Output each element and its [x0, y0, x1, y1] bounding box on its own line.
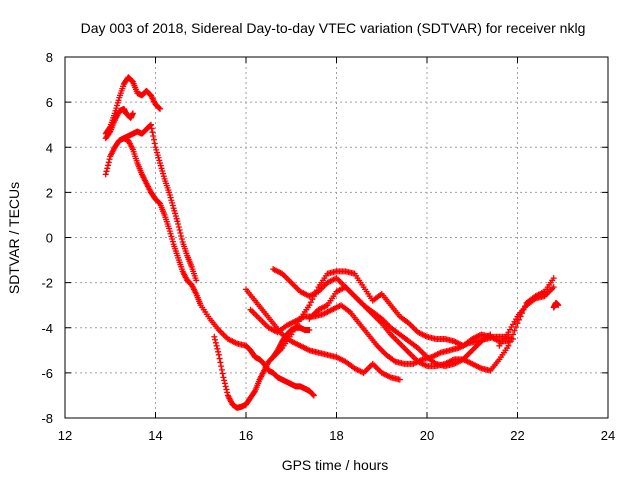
- data-point: [151, 140, 158, 147]
- data-point: [216, 355, 223, 362]
- data-point: [177, 229, 184, 236]
- data-point: [178, 232, 185, 239]
- data-point: [105, 159, 112, 166]
- series-arc-2: [102, 105, 136, 142]
- x-tick-label: 12: [58, 428, 72, 443]
- data-point: [310, 391, 317, 398]
- data-point: [312, 290, 319, 297]
- data-point: [212, 339, 219, 346]
- data-point: [147, 121, 154, 128]
- data-point: [157, 105, 164, 112]
- y-tick-label: 6: [46, 95, 53, 110]
- x-tick-label: 22: [510, 428, 524, 443]
- data-point: [219, 370, 226, 377]
- data-point: [212, 336, 219, 343]
- data-point: [220, 374, 227, 381]
- data-point: [251, 389, 258, 396]
- x-tick-label: 16: [239, 428, 253, 443]
- data-point: [156, 105, 163, 112]
- y-tick-label: 0: [46, 231, 53, 246]
- data-point: [306, 302, 313, 309]
- x-tick-label: 24: [601, 428, 615, 443]
- data-point: [309, 296, 316, 303]
- data-point: [550, 284, 557, 291]
- data-point: [175, 223, 182, 230]
- data-point: [149, 129, 156, 136]
- x-axis-label: GPS time / hours: [282, 457, 389, 473]
- data-point: [550, 275, 557, 282]
- data-point: [221, 380, 228, 387]
- data-point: [213, 342, 220, 349]
- data-point: [514, 320, 521, 327]
- y-tick-label: 4: [46, 140, 53, 155]
- y-tick-label: 2: [46, 185, 53, 200]
- chart-title: Day 003 of 2018, Sidereal Day-to-day VTE…: [81, 20, 586, 36]
- data-point: [215, 351, 222, 358]
- data-point: [223, 386, 230, 393]
- y-tick-label: -6: [41, 366, 53, 381]
- y-tick-label: -2: [41, 276, 53, 291]
- data-point: [129, 110, 136, 117]
- data-point: [505, 342, 512, 349]
- series-arc-12: [550, 299, 562, 311]
- data-point: [150, 132, 157, 139]
- data-point: [218, 363, 225, 370]
- data-point: [104, 165, 111, 172]
- y-tick-label: -4: [41, 321, 53, 336]
- data-point: [516, 316, 523, 323]
- data-point: [148, 125, 155, 132]
- data-point: [102, 171, 109, 178]
- data-point: [106, 129, 113, 136]
- y-tick-label: 8: [46, 50, 53, 65]
- y-axis-label: SDTVAR / TECUs: [6, 182, 22, 294]
- x-tick-label: 14: [148, 428, 162, 443]
- data-point: [222, 383, 229, 390]
- data-point: [396, 376, 403, 383]
- series-arc-10: [306, 275, 557, 374]
- data-point: [218, 366, 225, 373]
- data-point: [224, 389, 231, 396]
- data-point: [175, 220, 182, 227]
- x-tick-label: 20: [420, 428, 434, 443]
- series-arc-3: [102, 135, 317, 399]
- data-point: [211, 333, 218, 340]
- data-point: [509, 331, 516, 338]
- data-point: [310, 293, 317, 300]
- series-arc-4: [120, 121, 200, 284]
- data-point: [217, 359, 224, 366]
- data-point: [106, 156, 113, 163]
- y-tick-label: -8: [41, 411, 53, 426]
- data-point: [310, 392, 317, 399]
- data-point: [221, 377, 228, 384]
- x-tick-label: 18: [329, 428, 343, 443]
- data-point: [306, 327, 313, 334]
- data-point: [214, 345, 221, 352]
- series-arc-11: [496, 284, 557, 349]
- series-arc-9: [270, 268, 512, 361]
- data-point: [193, 277, 200, 284]
- data-point: [103, 168, 110, 175]
- data-point: [104, 162, 111, 169]
- data-point: [178, 236, 185, 243]
- data-point: [508, 335, 515, 342]
- grid: [65, 57, 608, 418]
- data-point: [313, 287, 320, 294]
- data-point: [150, 136, 157, 143]
- data-point: [215, 348, 222, 355]
- data-point: [506, 339, 513, 346]
- data-point: [176, 226, 183, 233]
- data-point: [555, 302, 562, 309]
- data-point: [147, 122, 154, 129]
- data-point: [307, 299, 314, 306]
- data-points: [102, 74, 562, 411]
- data-point: [511, 327, 518, 334]
